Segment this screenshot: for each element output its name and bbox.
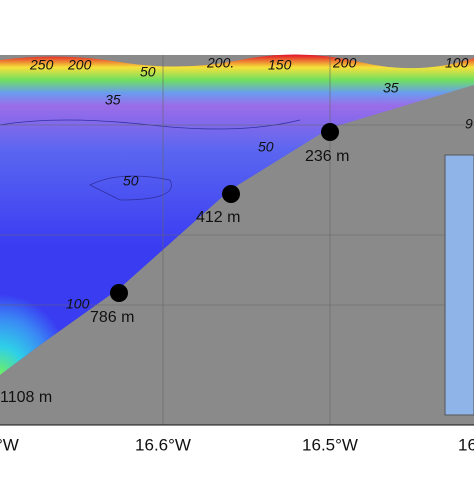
contour-label: 35 xyxy=(383,80,399,96)
sea xyxy=(0,54,474,375)
contour-label: 50 xyxy=(123,173,139,189)
x-tick-label: 16 xyxy=(458,435,474,454)
station-label: 236 m xyxy=(305,148,349,165)
contour-label: 200 xyxy=(332,55,357,71)
contour-label: 200 xyxy=(67,57,92,73)
contour-label: 200. xyxy=(206,55,234,71)
contour-label: 35 xyxy=(105,92,121,108)
deep-water xyxy=(0,240,120,375)
plot xyxy=(0,54,474,426)
x-tick-label: 16.5°W xyxy=(302,435,358,454)
inset-map xyxy=(444,154,474,416)
contour-labels: 250 200 50 200. 150 200 100 35 35 50 50 … xyxy=(29,55,473,312)
contour-label: 100 xyxy=(445,55,469,71)
contour xyxy=(89,175,172,201)
station-marker xyxy=(110,284,128,302)
contour-label: 150 xyxy=(268,57,292,73)
station-label: 1108 m xyxy=(0,389,52,406)
contour-label: 100 xyxy=(66,296,90,312)
x-tick-label: °W xyxy=(0,435,19,454)
station-marker xyxy=(222,185,240,203)
contour-label: 50 xyxy=(258,139,274,155)
station-label: 412 m xyxy=(196,209,240,226)
graticule xyxy=(0,55,474,425)
station-marker xyxy=(321,123,339,141)
contour-label: 9 xyxy=(465,116,473,132)
contour-label: 50 xyxy=(140,64,156,80)
contour-label: 250 xyxy=(29,57,54,73)
station-labels: 236 m 412 m 786 m 1108 m xyxy=(0,148,349,406)
station-label: 786 m xyxy=(90,309,134,326)
x-tick-label: 16.6°W xyxy=(135,435,191,454)
x-axis-labels: °W 16.6°W 16.5°W 16 xyxy=(0,435,474,454)
